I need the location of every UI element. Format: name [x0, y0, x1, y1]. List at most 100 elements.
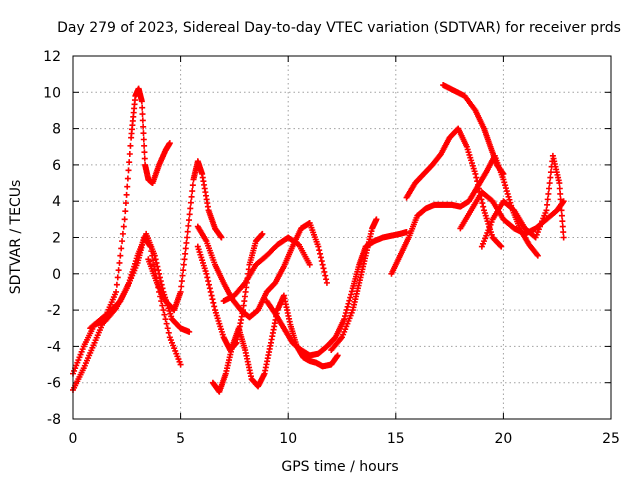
data-point — [184, 234, 191, 241]
data-point — [119, 230, 126, 237]
data-point — [140, 123, 147, 130]
data-point — [558, 201, 565, 208]
data-point — [306, 261, 313, 268]
data-point — [259, 230, 266, 237]
y-axis-label: SDTVAR / TECUs — [8, 180, 24, 295]
data-point — [503, 188, 510, 195]
data-point — [475, 185, 482, 192]
data-point — [113, 288, 120, 295]
data-point — [341, 316, 348, 323]
data-point — [139, 104, 146, 111]
y-tick-labels: -8 -6 -4 -2 0 2 4 6 8 10 12 — [43, 49, 61, 428]
data-point — [210, 299, 217, 306]
data-point — [348, 288, 355, 295]
data-point — [208, 292, 215, 299]
grid-lines — [73, 56, 611, 419]
x-tick-label: 5 — [176, 431, 185, 447]
y-tick-label: 2 — [52, 231, 61, 247]
data-point — [165, 329, 172, 336]
data-point — [346, 297, 353, 304]
data-point — [544, 196, 551, 203]
data-point — [160, 307, 167, 314]
series-arc14 — [457, 189, 567, 237]
data-point — [205, 278, 212, 285]
data-point — [122, 208, 129, 215]
data-point — [557, 196, 564, 203]
data-point — [119, 238, 126, 245]
series-arc8 — [194, 230, 266, 354]
data-point — [317, 254, 324, 261]
y-tick-label: -8 — [47, 412, 61, 428]
data-point — [120, 223, 127, 230]
x-axis-label: GPS time / hours — [281, 459, 398, 475]
data-point — [178, 278, 185, 285]
data-point — [556, 180, 563, 187]
data-point — [116, 259, 123, 266]
data-point — [159, 302, 166, 309]
data-point — [126, 151, 133, 158]
data-point — [546, 185, 553, 192]
data-point — [185, 217, 192, 224]
data-point — [547, 169, 554, 176]
data-point — [187, 199, 194, 206]
data-point — [342, 313, 349, 320]
series-arc12 — [403, 125, 505, 250]
data-point — [318, 258, 325, 265]
data-point — [185, 222, 192, 229]
y-tick-label: 0 — [52, 267, 61, 283]
data-point — [323, 279, 330, 286]
x-tick-label: 0 — [69, 431, 78, 447]
data-point — [559, 223, 566, 230]
data-point — [534, 252, 541, 259]
data-point — [163, 320, 170, 327]
data-point — [502, 185, 509, 192]
data-point — [323, 276, 330, 283]
x-tick-label: 25 — [602, 431, 620, 447]
data-point — [184, 228, 191, 235]
data-point — [207, 288, 214, 295]
data-point — [479, 200, 486, 207]
data-point — [182, 250, 189, 257]
data-point — [140, 136, 147, 143]
data-point — [178, 283, 185, 290]
data-point — [166, 140, 173, 147]
data-point — [334, 352, 341, 359]
data-point — [118, 245, 125, 252]
y-tick-label: 4 — [52, 194, 61, 210]
data-point — [218, 234, 225, 241]
data-point — [124, 183, 131, 190]
data-point — [474, 178, 481, 185]
data-point — [125, 167, 132, 174]
data-point — [126, 159, 133, 166]
plot-frame — [72, 55, 612, 420]
data-point — [558, 212, 565, 219]
axis-ticks — [72, 55, 612, 420]
data-point — [186, 211, 193, 218]
data-point — [206, 281, 213, 288]
data-point — [498, 243, 505, 250]
data-point — [203, 270, 210, 277]
x-tick-label: 20 — [494, 431, 512, 447]
series-arc13 — [440, 82, 507, 177]
x-tick-label: 15 — [387, 431, 405, 447]
data-point — [497, 242, 504, 249]
data-point — [189, 182, 196, 189]
data-point — [161, 311, 168, 318]
series-arc9 — [263, 229, 410, 359]
series-arc15 — [478, 152, 567, 250]
data-point — [122, 200, 129, 207]
data-point — [403, 229, 410, 236]
data-point — [153, 259, 160, 266]
data-point — [502, 182, 509, 189]
data-point — [547, 174, 554, 181]
data-point — [319, 261, 326, 268]
data-point — [187, 205, 194, 212]
data-point — [151, 252, 158, 259]
data-point — [373, 216, 380, 223]
data-point — [180, 261, 187, 268]
data-point — [162, 316, 169, 323]
data-point — [473, 174, 480, 181]
data-point — [180, 267, 187, 274]
data-point — [545, 190, 552, 197]
